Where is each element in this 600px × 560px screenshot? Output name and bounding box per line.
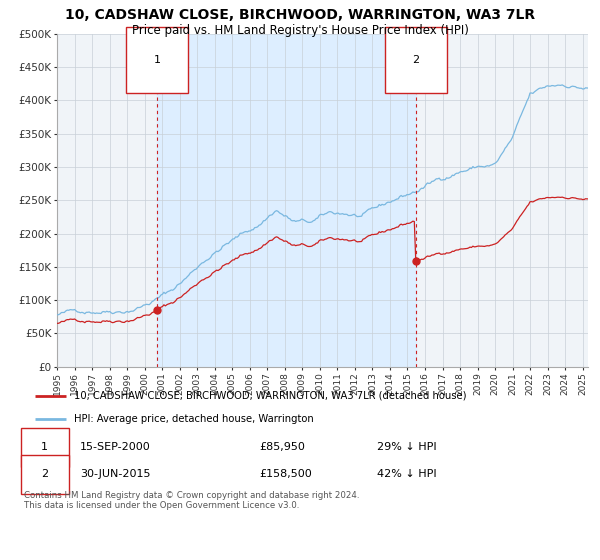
Bar: [157, 34, 416, 367]
Text: 10, CADSHAW CLOSE, BIRCHWOOD, WARRINGTON, WA3 7LR (detached house): 10, CADSHAW CLOSE, BIRCHWOOD, WARRINGTON…: [74, 390, 467, 400]
Text: 1: 1: [154, 55, 161, 66]
Text: Contains HM Land Registry data © Crown copyright and database right 2024.
This d: Contains HM Land Registry data © Crown c…: [24, 491, 359, 510]
Text: 2: 2: [413, 55, 419, 66]
Text: 15-SEP-2000: 15-SEP-2000: [80, 442, 151, 452]
Text: 1: 1: [41, 442, 48, 452]
Text: 10, CADSHAW CLOSE, BIRCHWOOD, WARRINGTON, WA3 7LR: 10, CADSHAW CLOSE, BIRCHWOOD, WARRINGTON…: [65, 8, 535, 22]
Text: £85,950: £85,950: [260, 442, 305, 452]
Text: £158,500: £158,500: [260, 469, 313, 479]
Text: 2: 2: [41, 469, 49, 479]
Text: 29% ↓ HPI: 29% ↓ HPI: [377, 442, 437, 452]
Text: HPI: Average price, detached house, Warrington: HPI: Average price, detached house, Warr…: [74, 414, 314, 424]
Text: 30-JUN-2015: 30-JUN-2015: [80, 469, 151, 479]
Text: 42% ↓ HPI: 42% ↓ HPI: [377, 469, 437, 479]
FancyBboxPatch shape: [21, 455, 69, 494]
FancyBboxPatch shape: [21, 428, 69, 467]
Text: Price paid vs. HM Land Registry's House Price Index (HPI): Price paid vs. HM Land Registry's House …: [131, 24, 469, 36]
